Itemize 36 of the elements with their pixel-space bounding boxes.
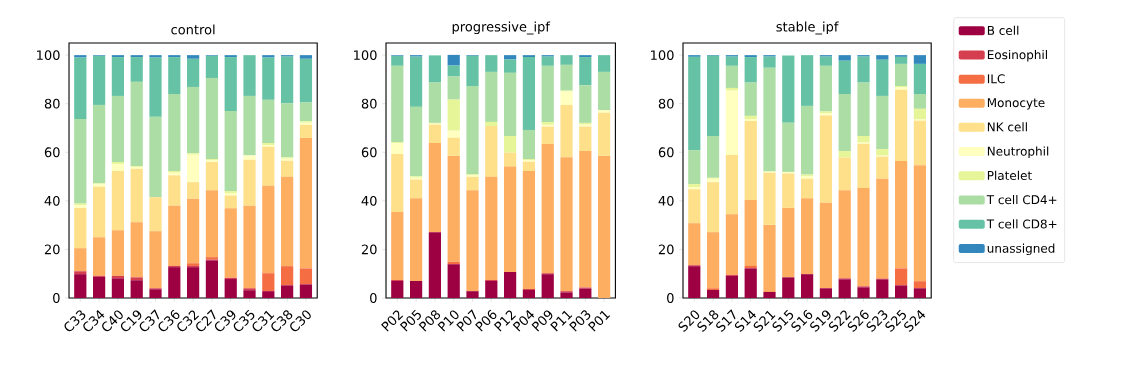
legend-label: Monocyte [987,98,1045,110]
y-tick-label: 80 [361,98,377,109]
y-tick-label: 0 [370,293,377,303]
y-tick-label: 40 [658,195,674,206]
x-tick-label: C40 [102,310,123,332]
y-tick-label: 20 [44,244,60,255]
y-tick-label: 0 [53,293,60,303]
chart-title: stable_ipf [776,21,839,35]
y-tick-label: 60 [361,147,377,158]
x-tick-label: S24 [904,309,926,332]
y-tick-label: 20 [658,244,674,255]
y-tick-label: 40 [44,195,60,206]
y-tick-label: 60 [658,147,674,158]
y-tick-label: 60 [44,147,60,158]
x-tick-label: S16 [791,309,813,332]
y-tick-label: 100 [354,50,377,61]
legend-label: NK cell [987,122,1027,132]
legend-label: Platelet [987,170,1032,180]
legend-label: T cell CD4+ [986,194,1057,205]
x-tick-label: S19 [810,310,831,332]
y-tick-label: 80 [44,98,60,109]
y-tick-label: 20 [361,244,377,255]
legend-label: T cell CD8+ [986,219,1057,229]
y-tick-label: 40 [361,195,377,206]
legend-label: unassigned [987,243,1055,256]
chart-title: control [171,24,215,35]
y-tick-label: 0 [667,293,674,303]
x-tick-label: S20 [678,310,700,332]
chart-title: progressive_ipf [452,21,551,35]
y-tick-label: 100 [651,50,674,61]
legend-label: B cell [987,25,1019,35]
legend-label: Eosinophil [987,49,1047,62]
legend-label: ILC [987,74,1005,84]
legend-label: Neutrophil [987,146,1049,159]
y-tick-label: 80 [658,98,674,109]
y-tick-label: 100 [37,50,60,61]
